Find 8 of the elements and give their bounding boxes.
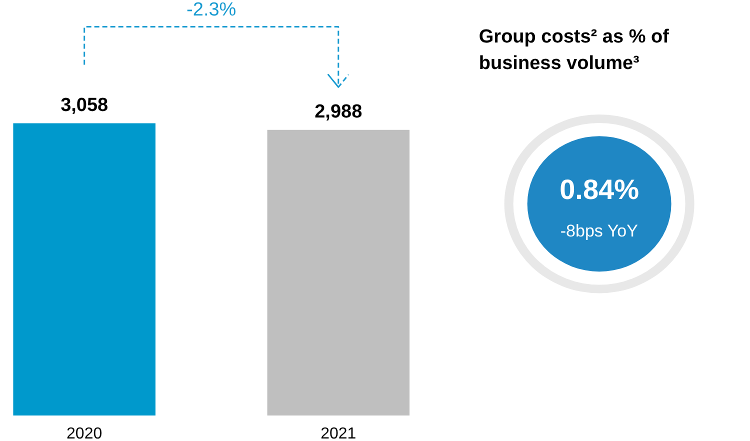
text: -2.3%	[186, 0, 236, 21]
x-tick-label: 2020	[66, 426, 102, 441]
data-label: 3,058	[60, 94, 108, 116]
x-tick-label: 2021	[320, 426, 356, 441]
text: 0.84%	[560, 174, 640, 205]
text: -8bps YoY	[560, 221, 638, 240]
text: Group costs² as % of business volume³	[478, 26, 670, 74]
data-label: 2,988	[314, 101, 362, 122]
